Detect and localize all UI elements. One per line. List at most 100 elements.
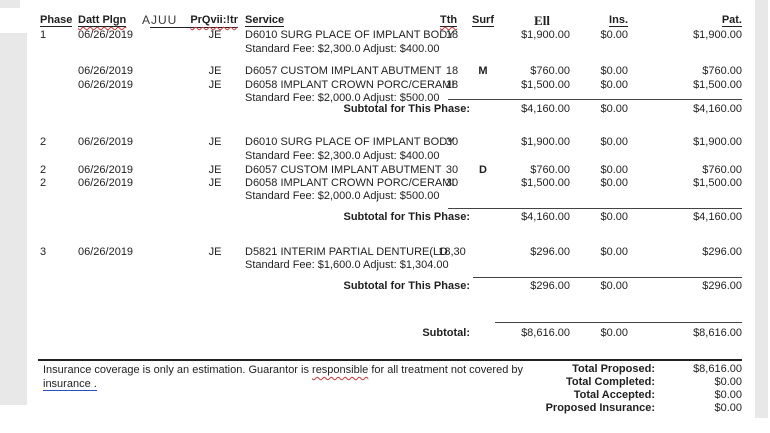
fee-cell: $760.00 xyxy=(530,65,570,77)
fee-cell: $1,500.00 xyxy=(521,79,570,91)
column-header-date-plan: Datt Plgn xyxy=(78,14,127,27)
patient-cell: $1,900.00 xyxy=(693,29,742,41)
total-proposed-label: Total Proposed: xyxy=(572,363,655,375)
service-cell: D6057 CUSTOM IMPLANT ABUTMENT xyxy=(245,164,442,176)
subtotal-label: Subtotal for This Phase: xyxy=(343,103,470,115)
table-row: 2 06/26/2019 JE D6057 CUSTOM IMPLANT ABU… xyxy=(38,164,742,177)
patient-cell: $296.00 xyxy=(702,246,742,258)
patient-cell: $1,500.00 xyxy=(693,79,742,91)
proposed-insurance-label: Proposed Insurance: xyxy=(545,402,655,414)
subtotal-patient: $296.00 xyxy=(702,280,742,292)
subtotal-rule xyxy=(448,99,742,100)
insurance-cell: $0.00 xyxy=(600,65,628,77)
provider-cell: JE xyxy=(208,79,222,91)
disclaimer-misspelled-word: responsible xyxy=(312,364,369,376)
standard-fee-note: Standard Fee: $2,300.0 Adjust: $400.00 xyxy=(245,150,440,162)
subtotal-fee: $296.00 xyxy=(530,280,570,292)
insurance-disclaimer-line1: Insurance coverage is only an estimation… xyxy=(43,363,523,377)
phase-cell: 1 xyxy=(40,29,47,41)
service-cell: D6010 SURG PLACE OF IMPLANT BODY xyxy=(245,136,455,148)
page-margin-corner xyxy=(0,0,20,8)
fee-cell: $760.00 xyxy=(530,164,570,176)
table-row: 3 06/26/2019 JE D5821 INTERIM PARTIAL DE… xyxy=(38,246,742,259)
subtotal-insurance: $0.00 xyxy=(600,103,628,115)
surface-cell: M xyxy=(478,65,488,77)
disclaimer-text: for all treatment not covered by xyxy=(368,364,523,376)
subtotal-insurance: $0.00 xyxy=(600,280,628,292)
date-cell: 06/26/2019 xyxy=(78,164,134,176)
table-row: 06/26/2019 JE D6057 CUSTOM IMPLANT ABUTM… xyxy=(38,65,742,78)
column-header-fee: Ell xyxy=(534,13,550,28)
provider-cell: JE xyxy=(208,65,222,77)
patient-cell: $1,900.00 xyxy=(693,136,742,148)
subtotal-label: Subtotal for This Phase: xyxy=(343,211,470,223)
subtotal-rule xyxy=(473,277,742,278)
date-cell: 06/26/2019 xyxy=(78,246,134,258)
column-header-insurance: Ins. xyxy=(609,14,628,27)
provider-cell: JE xyxy=(208,246,222,258)
provider-cell: JE xyxy=(208,164,222,176)
date-cell: 06/26/2019 xyxy=(78,65,134,77)
insurance-cell: $0.00 xyxy=(600,29,628,41)
column-header-patient: Pat. xyxy=(721,14,742,27)
insurance-link[interactable]: insurance . xyxy=(43,378,97,391)
service-cell: D6010 SURG PLACE OF IMPLANT BODY xyxy=(245,29,455,41)
phase-cell: 2 xyxy=(40,177,47,189)
grand-subtotal-label: Subtotal: xyxy=(422,327,470,339)
header-annotation-ajuu: AJUU xyxy=(142,13,178,27)
footer-rule xyxy=(38,359,742,361)
phase-cell: 2 xyxy=(40,136,47,148)
phase-cell xyxy=(38,79,76,92)
surface-cell xyxy=(468,177,498,190)
tooth-cell: 18 xyxy=(445,79,459,91)
insurance-cell: $0.00 xyxy=(600,246,628,258)
grand-subtotal-fee: $8,616.00 xyxy=(521,327,570,339)
tooth-cell: 18 xyxy=(445,29,459,41)
fee-cell: $1,900.00 xyxy=(521,136,570,148)
subtotal-fee: $4,160.00 xyxy=(521,103,570,115)
date-cell: 06/26/2019 xyxy=(78,29,134,41)
service-cell: D6058 IMPLANT CROWN PORC/CERAMI xyxy=(245,177,455,189)
tooth-cell: 18,30 xyxy=(438,246,466,258)
tooth-cell: 30 xyxy=(445,177,459,189)
subtotal-rule xyxy=(448,208,742,209)
insurance-cell: $0.00 xyxy=(600,164,628,176)
total-row: Total Completed: $0.00 xyxy=(38,376,742,389)
subtotal-label: Subtotal for This Phase: xyxy=(343,280,470,292)
total-row: Total Proposed: $8,616.00 xyxy=(38,363,742,376)
date-cell: 06/26/2019 xyxy=(78,79,134,91)
phase-cell: 2 xyxy=(40,164,47,176)
table-row: 1 06/26/2019 JE D6010 SURG PLACE OF IMPL… xyxy=(38,29,742,42)
phase-subtotal-row: Subtotal for This Phase: $4,160.00 $0.00… xyxy=(38,103,742,116)
surface-cell: D xyxy=(479,164,487,176)
subtotal-fee: $4,160.00 xyxy=(521,211,570,223)
column-header-tooth: Tth xyxy=(440,14,458,27)
provider-cell: JE xyxy=(208,177,222,189)
subtotal-insurance: $0.00 xyxy=(600,211,628,223)
patient-cell: $760.00 xyxy=(702,65,742,77)
phase-subtotal-row: Subtotal for This Phase: $296.00 $0.00 $… xyxy=(38,280,742,293)
tooth-cell: 18 xyxy=(445,65,459,77)
fee-cell: $1,900.00 xyxy=(521,29,570,41)
surface-cell xyxy=(468,136,498,149)
tooth-cell: 30 xyxy=(445,164,459,176)
page-margin-left xyxy=(0,33,27,405)
total-accepted-value: $0.00 xyxy=(714,389,742,401)
page-margin-right xyxy=(755,0,768,418)
grand-subtotal-rule xyxy=(495,322,742,323)
surface-cell xyxy=(468,29,498,42)
standard-fee-note: Standard Fee: $1,600.0 Adjust: $1,304.00 xyxy=(245,259,449,271)
phase-cell xyxy=(38,65,76,78)
tooth-cell: 30 xyxy=(445,136,459,148)
total-completed-value: $0.00 xyxy=(714,376,742,388)
column-header-phase: Phase xyxy=(40,14,73,27)
insurance-disclaimer-line2: insurance . xyxy=(43,377,97,391)
column-header-provider: PrQvii:!tr xyxy=(150,14,238,28)
grand-subtotal-row: Subtotal: $8,616.00 $0.00 $8,616.00 xyxy=(38,327,742,340)
grand-subtotal-insurance: $0.00 xyxy=(600,327,628,339)
surface-cell xyxy=(468,246,498,259)
grand-subtotal-patient: $8,616.00 xyxy=(693,327,742,339)
phase-subtotal-row: Subtotal for This Phase: $4,160.00 $0.00… xyxy=(38,211,742,224)
report-content: Phase Datt Plgn AJUU PrQvii:!tr Service … xyxy=(38,0,742,433)
